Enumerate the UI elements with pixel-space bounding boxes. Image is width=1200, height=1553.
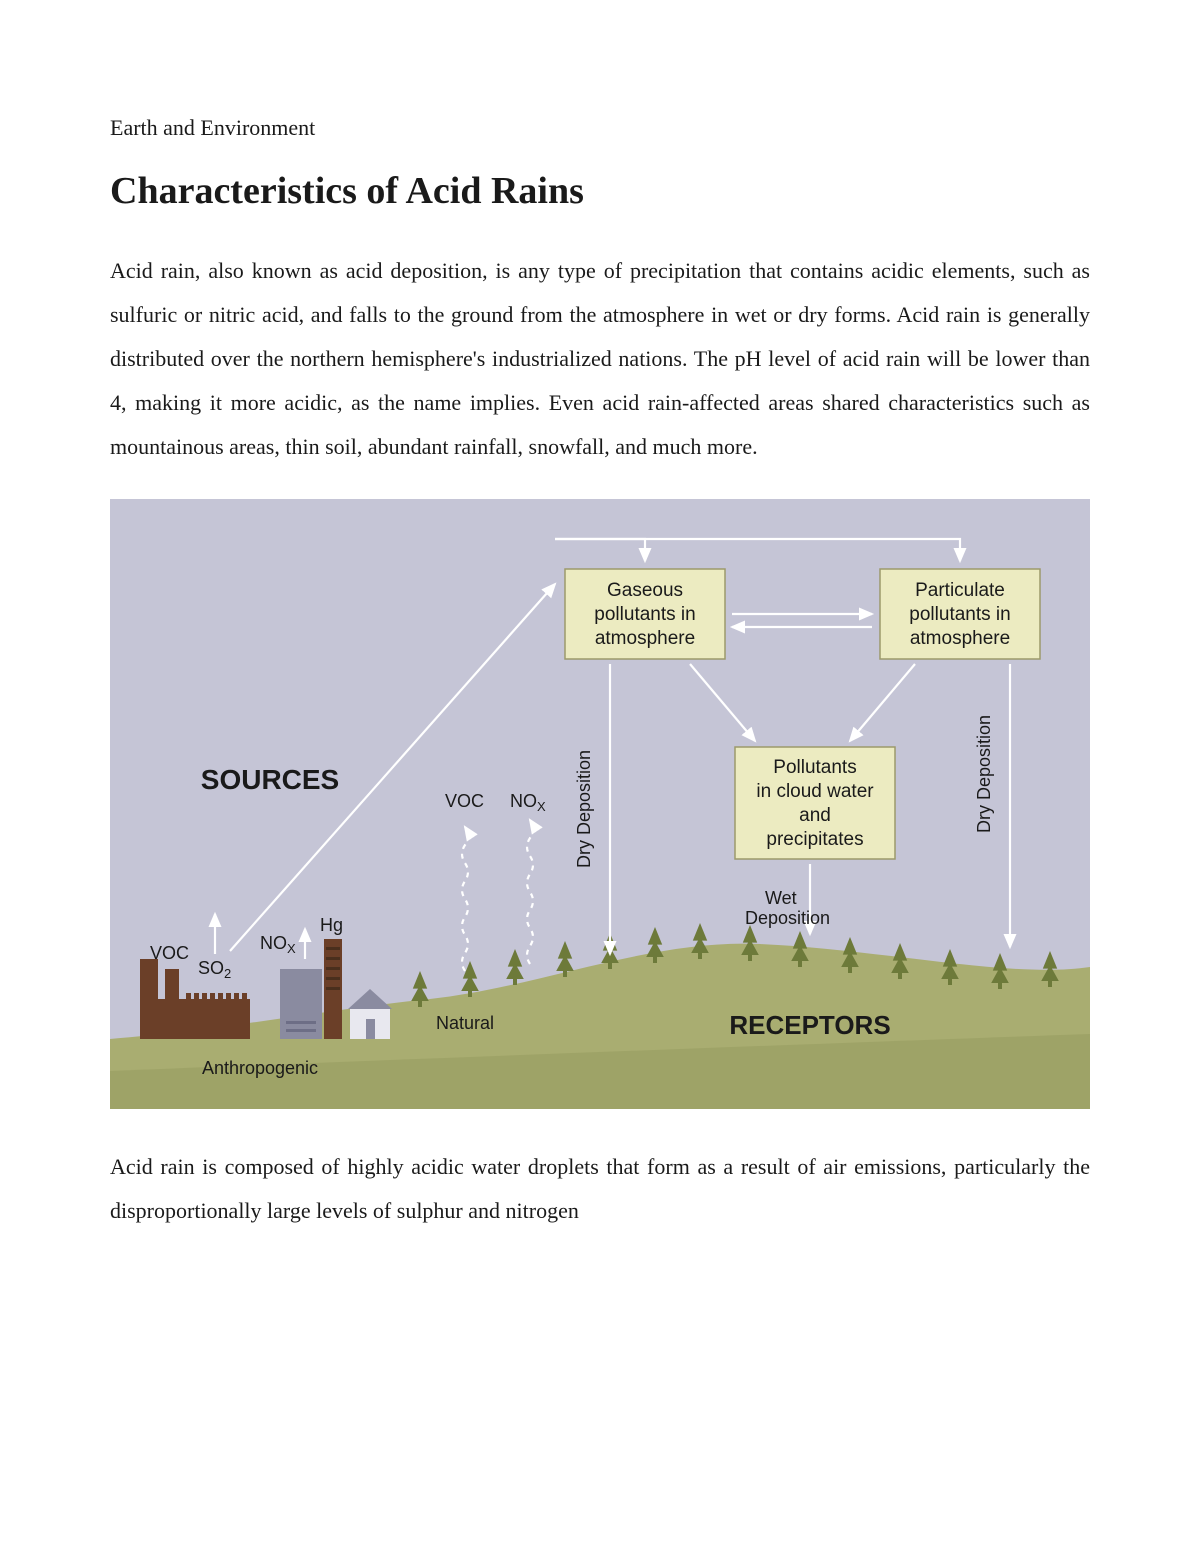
intro-paragraph: Acid rain, also known as acid deposition… — [110, 249, 1090, 469]
svg-text:Dry Deposition: Dry Deposition — [974, 715, 994, 833]
svg-text:atmosphere: atmosphere — [595, 628, 695, 649]
svg-text:precipitates: precipitates — [766, 829, 863, 850]
svg-text:Natural: Natural — [436, 1013, 494, 1033]
svg-text:SOURCES: SOURCES — [201, 764, 339, 795]
svg-text:VOC: VOC — [445, 791, 484, 811]
category-label: Earth and Environment — [110, 115, 1090, 141]
body-paragraph: Acid rain is composed of highly acidic w… — [110, 1145, 1090, 1233]
svg-text:VOC: VOC — [150, 943, 189, 963]
page-title: Characteristics of Acid Rains — [110, 169, 1090, 213]
svg-text:Hg: Hg — [320, 915, 343, 935]
acid-rain-diagram: Gaseous pollutants in atmosphere Particulat… — [110, 499, 1090, 1109]
svg-text:Deposition: Deposition — [745, 908, 830, 928]
svg-text:Anthropogenic: Anthropogenic — [202, 1058, 318, 1078]
svg-text:pollutants in: pollutants in — [909, 604, 1010, 625]
svg-text:RECEPTORS: RECEPTORS — [729, 1010, 890, 1040]
svg-text:Gaseous: Gaseous — [607, 580, 683, 601]
svg-text:Particulate: Particulate — [915, 580, 1005, 601]
svg-text:and: and — [799, 805, 831, 826]
svg-text:Pollutants: Pollutants — [773, 757, 856, 778]
svg-text:in cloud water: in cloud water — [756, 781, 874, 802]
svg-text:atmosphere: atmosphere — [910, 628, 1010, 649]
svg-text:Dry Deposition: Dry Deposition — [574, 750, 594, 868]
svg-text:Wet: Wet — [765, 888, 797, 908]
svg-text:pollutants in: pollutants in — [594, 604, 695, 625]
